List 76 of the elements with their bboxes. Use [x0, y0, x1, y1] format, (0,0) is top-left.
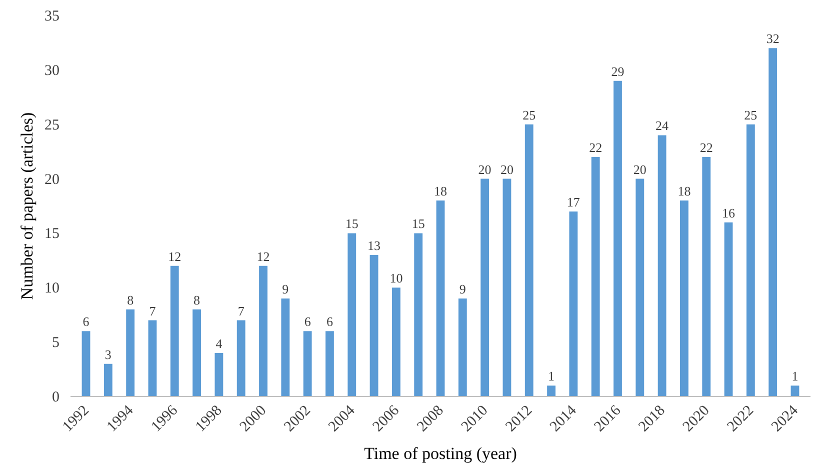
- y-tick-label: 30: [44, 62, 60, 79]
- data-label: 22: [700, 140, 713, 156]
- data-label: 25: [744, 107, 758, 122]
- data-label: 13: [368, 238, 381, 253]
- data-label: 18: [434, 184, 447, 199]
- bar: [502, 178, 512, 396]
- bar: [414, 233, 423, 396]
- bar: [170, 266, 179, 396]
- data-label: 7: [238, 303, 245, 318]
- bar: [126, 309, 135, 396]
- bar: [436, 200, 445, 396]
- bar: [658, 135, 666, 396]
- bar: [348, 233, 356, 396]
- data-label: 17: [566, 194, 580, 210]
- bar: [636, 178, 644, 396]
- bar: [104, 364, 112, 396]
- bar: [547, 386, 556, 396]
- bar: [480, 178, 490, 396]
- bar: [702, 157, 711, 396]
- bar: [392, 288, 400, 396]
- y-tick-label: 25: [44, 117, 60, 134]
- data-label: 29: [611, 64, 624, 79]
- bar: [768, 48, 778, 396]
- bar: [569, 211, 578, 396]
- y-tick-label: 0: [52, 390, 60, 406]
- data-label: 18: [678, 184, 691, 199]
- data-label: 20: [500, 162, 514, 177]
- bar: [214, 352, 224, 396]
- data-label: 15: [345, 216, 358, 232]
- data-label: 1: [548, 368, 555, 384]
- data-label: 7: [149, 303, 156, 318]
- x-axis-title: Time of posting (year): [364, 444, 517, 463]
- bar: [458, 298, 467, 396]
- data-label: 8: [127, 292, 134, 308]
- bar: [192, 309, 201, 396]
- bar: [370, 254, 378, 396]
- data-label: 3: [104, 346, 112, 362]
- data-label: 15: [412, 216, 425, 232]
- data-label: 10: [390, 270, 403, 286]
- data-label: 32: [766, 31, 780, 46]
- bar: [281, 298, 290, 396]
- data-label: 6: [304, 314, 312, 330]
- data-label: 9: [282, 282, 289, 297]
- data-label: 25: [522, 107, 536, 122]
- data-label: 12: [256, 248, 270, 264]
- bar: [724, 222, 733, 396]
- data-label: 16: [722, 205, 736, 220]
- bar: [259, 266, 268, 396]
- data-label: 6: [82, 314, 90, 330]
- bar: [82, 331, 90, 396]
- bar: [591, 157, 600, 396]
- bar: [303, 331, 312, 396]
- y-tick-label: 20: [44, 172, 60, 188]
- data-label: 20: [633, 162, 646, 177]
- data-label: 6: [326, 314, 334, 330]
- data-label: 12: [168, 248, 182, 264]
- data-label: 1: [792, 368, 798, 384]
- bar: [614, 80, 622, 396]
- data-label: 24: [656, 118, 670, 134]
- data-label: 9: [459, 282, 466, 297]
- bar: [148, 320, 157, 396]
- y-tick-label: 15: [44, 226, 60, 242]
- bar: [680, 200, 688, 396]
- y-tick-label: 5: [52, 335, 60, 352]
- y-tick-label: 35: [44, 8, 60, 24]
- data-label: 22: [589, 140, 602, 156]
- bar: [236, 320, 246, 396]
- bar: [524, 124, 534, 396]
- bar: [790, 386, 800, 396]
- data-label: 4: [216, 336, 223, 351]
- bar: [746, 124, 755, 396]
- y-axis-title: Number of papers (articles): [18, 112, 36, 300]
- data-label: 8: [194, 292, 200, 308]
- bar: [326, 331, 334, 396]
- data-label: 20: [478, 162, 492, 177]
- y-tick-label: 10: [44, 280, 60, 297]
